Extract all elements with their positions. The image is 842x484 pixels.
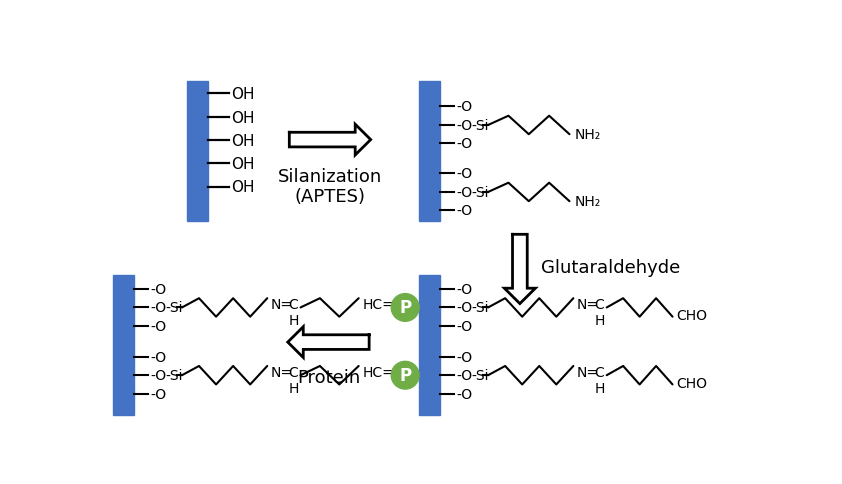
Text: NH₂: NH₂ bbox=[574, 128, 600, 142]
Polygon shape bbox=[288, 327, 369, 358]
Polygon shape bbox=[504, 235, 536, 304]
Text: N=: N= bbox=[577, 365, 599, 379]
Text: -O: -O bbox=[456, 119, 472, 133]
Text: -O: -O bbox=[150, 368, 167, 382]
Text: N=: N= bbox=[270, 365, 292, 379]
Text: CHO: CHO bbox=[676, 308, 707, 322]
Text: HC=N: HC=N bbox=[363, 365, 405, 379]
Text: OH: OH bbox=[232, 134, 255, 149]
Text: -O: -O bbox=[456, 301, 472, 315]
Text: -Si: -Si bbox=[471, 368, 488, 382]
Text: H: H bbox=[288, 313, 299, 327]
Text: -Si: -Si bbox=[471, 185, 488, 199]
Text: N=: N= bbox=[270, 298, 292, 312]
Text: Protein: Protein bbox=[297, 368, 360, 386]
Text: -O: -O bbox=[456, 167, 472, 181]
Text: OH: OH bbox=[232, 180, 255, 195]
Text: Glutaraldehyde: Glutaraldehyde bbox=[541, 259, 680, 277]
Bar bbox=[419, 82, 440, 222]
Text: -Si: -Si bbox=[471, 301, 488, 315]
Text: -O: -O bbox=[456, 137, 472, 151]
Text: -O: -O bbox=[456, 204, 472, 218]
Bar bbox=[113, 275, 134, 415]
Text: H: H bbox=[594, 381, 605, 395]
Bar bbox=[187, 82, 207, 222]
Text: H: H bbox=[594, 313, 605, 327]
Text: -O: -O bbox=[456, 185, 472, 199]
Text: C: C bbox=[288, 298, 298, 312]
Text: -O: -O bbox=[456, 387, 472, 401]
Text: -O: -O bbox=[150, 282, 167, 296]
Text: -O: -O bbox=[456, 319, 472, 333]
Text: -Si: -Si bbox=[471, 119, 488, 133]
Text: P: P bbox=[399, 299, 411, 317]
Text: -O: -O bbox=[150, 319, 167, 333]
Bar bbox=[419, 275, 440, 415]
Text: H: H bbox=[288, 381, 299, 395]
Text: -O: -O bbox=[456, 368, 472, 382]
Text: C: C bbox=[288, 365, 298, 379]
Text: HC=N: HC=N bbox=[363, 298, 405, 312]
Text: -O: -O bbox=[456, 100, 472, 114]
Text: C: C bbox=[594, 365, 604, 379]
Text: -O: -O bbox=[150, 350, 167, 364]
Text: -Si: -Si bbox=[165, 301, 183, 315]
Text: NH₂: NH₂ bbox=[574, 195, 600, 209]
Text: P: P bbox=[399, 366, 411, 384]
Circle shape bbox=[392, 294, 419, 322]
Circle shape bbox=[392, 362, 419, 389]
Text: -O: -O bbox=[150, 387, 167, 401]
Text: -O: -O bbox=[456, 282, 472, 296]
Text: -O: -O bbox=[150, 301, 167, 315]
Text: OH: OH bbox=[232, 110, 255, 125]
Text: OH: OH bbox=[232, 157, 255, 172]
Text: -Si: -Si bbox=[165, 368, 183, 382]
Text: -O: -O bbox=[456, 350, 472, 364]
Polygon shape bbox=[290, 125, 370, 156]
Text: C: C bbox=[594, 298, 604, 312]
Text: Silanization
(APTES): Silanization (APTES) bbox=[278, 167, 382, 206]
Text: N=: N= bbox=[577, 298, 599, 312]
Text: CHO: CHO bbox=[676, 376, 707, 390]
Text: OH: OH bbox=[232, 87, 255, 102]
